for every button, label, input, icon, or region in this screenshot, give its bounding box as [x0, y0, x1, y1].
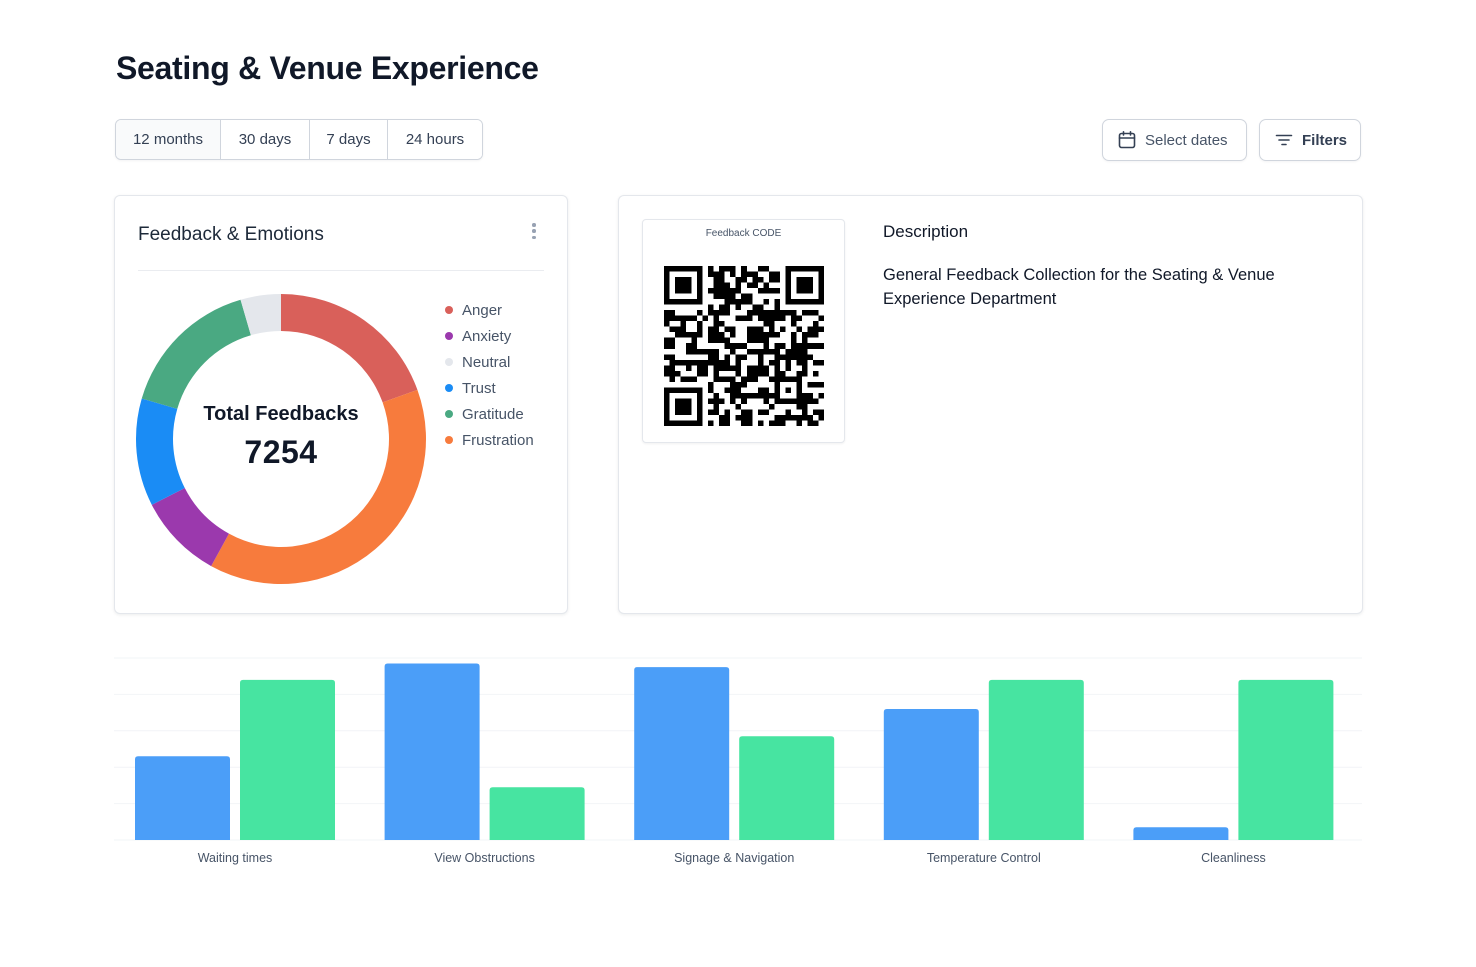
feedback-emotions-card: Feedback & Emotions Total Feedbacks 7254…	[114, 195, 568, 614]
x-tick-label: Signage & Navigation	[674, 851, 794, 865]
legend-item-anxiety[interactable]: Anxiety	[445, 323, 534, 349]
description-title: Description	[883, 222, 969, 241]
bar-waiting-times-series-1[interactable]	[135, 756, 230, 840]
range-24-hours-button[interactable]: 24 hours	[388, 120, 482, 159]
qr-code-panel[interactable]: Feedback CODE	[642, 219, 845, 443]
donut-slice-anger[interactable]	[281, 294, 418, 403]
qr-code-image	[664, 266, 824, 426]
filters-label: Filters	[1302, 131, 1348, 149]
legend-label: Neutral	[462, 353, 511, 371]
bar-cleanliness-series-1[interactable]	[1133, 827, 1229, 840]
donut-slice-trust[interactable]	[135, 398, 185, 505]
x-tick-label: View Obstructions	[434, 851, 535, 865]
select-dates-button[interactable]: Select dates	[1102, 119, 1247, 161]
legend-item-neutral[interactable]: Neutral	[445, 349, 534, 375]
filters-button[interactable]: Filters	[1259, 119, 1361, 161]
legend-dot	[445, 384, 453, 392]
bar-signage-navigation-series-1[interactable]	[634, 667, 730, 840]
legend-dot	[445, 436, 453, 444]
bar-temperature-control-series-1[interactable]	[883, 708, 979, 840]
bar-cleanliness-series-2[interactable]	[1238, 679, 1334, 840]
feedback-code-card: Feedback CODE Description General Feedba…	[618, 195, 1363, 614]
legend-dot	[445, 358, 453, 366]
legend-dot	[445, 332, 453, 340]
donut-slice-frustration[interactable]	[211, 389, 426, 584]
legend-label: Frustration	[462, 431, 534, 449]
legend-item-frustration[interactable]: Frustration	[445, 427, 534, 453]
donut-slice-gratitude[interactable]	[141, 299, 251, 409]
legend-label: Anger	[462, 301, 503, 319]
legend-item-anger[interactable]: Anger	[445, 297, 534, 323]
donut-slice-neutral[interactable]	[240, 294, 281, 336]
range-7-days-button[interactable]: 7 days	[310, 120, 388, 159]
page-title: Seating & Venue Experience	[116, 50, 539, 86]
time-range-selector: 12 months 30 days 7 days 24 hours	[115, 119, 483, 160]
donut-slice-anxiety[interactable]	[151, 488, 229, 567]
bar-view-obstructions-series-2[interactable]	[489, 787, 585, 840]
range-30-days-button[interactable]: 30 days	[221, 120, 310, 159]
bar-waiting-times-series-2[interactable]	[240, 679, 335, 840]
legend-label: Gratitude	[462, 405, 524, 423]
qr-caption: Feedback CODE	[705, 228, 782, 239]
x-tick-label: Temperature Control	[927, 851, 1041, 865]
x-tick-label: Waiting times	[198, 851, 273, 865]
card-divider	[138, 270, 544, 271]
bar-signage-navigation-series-2[interactable]	[739, 736, 835, 840]
legend-label: Anxiety	[462, 327, 512, 345]
legend-label: Trust	[462, 379, 496, 397]
filter-lines-icon	[1274, 130, 1294, 150]
range-12-months-button[interactable]: 12 months	[116, 120, 221, 159]
emotions-legend: Anger Anxiety Neutral Trust Gratitude Fr…	[445, 297, 534, 453]
card-title: Feedback & Emotions	[138, 224, 324, 245]
legend-dot	[445, 410, 453, 418]
more-options-icon[interactable]	[525, 221, 543, 241]
legend-dot	[445, 306, 453, 314]
calendar-icon	[1117, 130, 1137, 150]
emotions-donut-chart	[135, 294, 426, 584]
select-dates-label: Select dates	[1145, 131, 1228, 149]
bar-view-obstructions-series-1[interactable]	[384, 663, 480, 840]
legend-item-trust[interactable]: Trust	[445, 375, 534, 401]
description-text: General Feedback Collection for the Seat…	[883, 266, 1275, 308]
x-tick-label: Cleanliness	[1201, 851, 1266, 865]
category-bar-chart: Waiting times View Obstructions Signage & …	[114, 657, 1362, 865]
legend-item-gratitude[interactable]: Gratitude	[445, 401, 534, 427]
bar-temperature-control-series-2[interactable]	[988, 679, 1084, 840]
